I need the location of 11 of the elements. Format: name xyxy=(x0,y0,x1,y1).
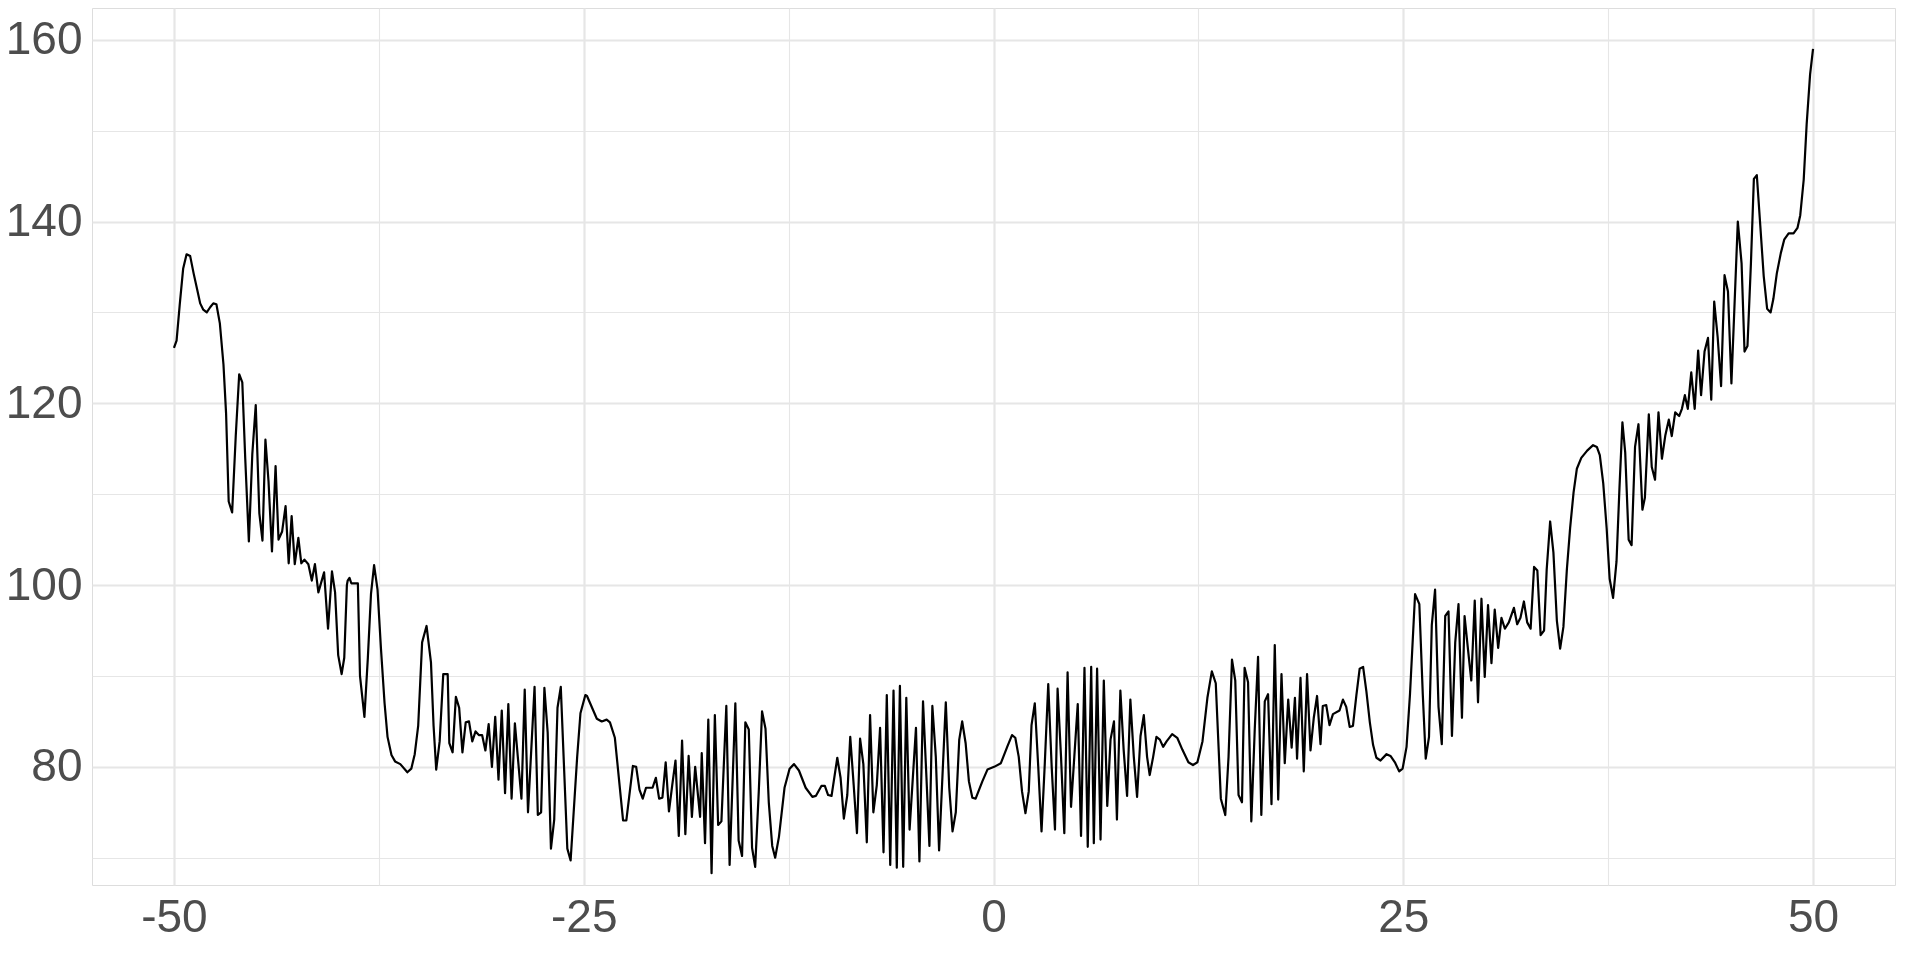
x-tick-label: -50 xyxy=(141,889,208,942)
x-tick-label: -25 xyxy=(550,889,618,942)
x-tick-label: 50 xyxy=(1787,889,1840,942)
x-tick-label: 0 xyxy=(981,889,1007,942)
x-tick-label: 25 xyxy=(1378,889,1430,942)
y-tick-label: 140 xyxy=(5,194,83,247)
y-tick-label: 80 xyxy=(31,739,83,792)
y-tick-label: 120 xyxy=(5,375,83,428)
y-tick-label: 100 xyxy=(5,557,83,610)
line-series xyxy=(172,47,1815,875)
y-tick-label: 160 xyxy=(5,12,83,65)
